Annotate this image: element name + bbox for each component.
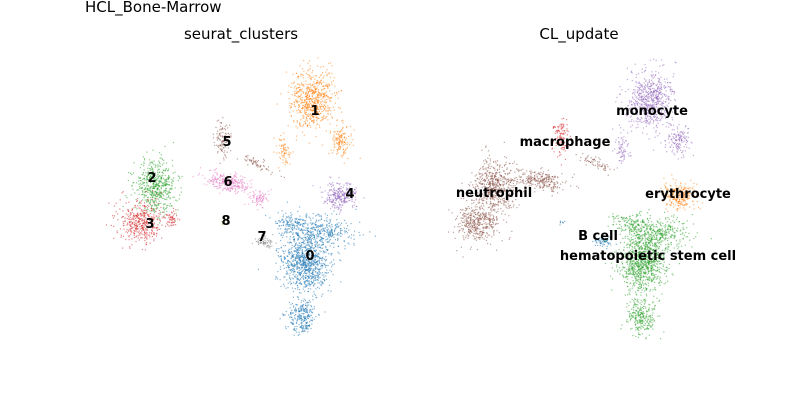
cluster-label: 4 <box>345 187 354 202</box>
cluster-label: 1 <box>310 104 319 119</box>
cluster-label: 0 <box>305 249 314 264</box>
umap-panel-cl-update: monocyte macrophage neutrophil erythrocyte B… <box>447 58 736 340</box>
cluster-points-3 <box>105 190 181 251</box>
cluster-points-4 <box>312 176 365 215</box>
cluster-label: macrophage <box>520 135 611 150</box>
cluster-label: monocyte <box>616 104 688 119</box>
cluster-points-B-cell <box>559 220 617 250</box>
panel-title-right: CL_update <box>539 25 619 43</box>
cluster-label: erythrocyte <box>645 187 731 202</box>
cluster-points-5 <box>212 117 285 178</box>
cluster-points-hematopoietic-stem-cell <box>603 209 712 340</box>
cluster-label: B cell <box>578 229 618 244</box>
cluster-points-1 <box>273 57 361 169</box>
cluster-points-monocyte <box>612 58 694 169</box>
cluster-points-8 <box>221 219 226 225</box>
cluster-points-neutrophil <box>447 141 615 258</box>
cluster-points-0 <box>257 201 376 336</box>
panel-title-left: seurat_clusters <box>183 25 299 43</box>
cluster-points-erythrocyte <box>660 174 704 212</box>
cluster-points-7 <box>251 234 277 249</box>
cluster-label: hematopoietic stem cell <box>560 249 736 264</box>
scatter-points <box>447 58 712 340</box>
cluster-label: 6 <box>223 175 232 190</box>
figure-suptitle: HCL_Bone-Marrow <box>85 0 222 16</box>
cluster-points-6 <box>192 167 272 211</box>
scatter-points <box>105 57 376 336</box>
cluster-label: 7 <box>257 230 266 245</box>
cluster-points-macrophage <box>551 117 572 166</box>
cluster-label: 5 <box>222 135 231 150</box>
cluster-label: 3 <box>145 217 154 232</box>
umap-panel-seurat-clusters: 0 1 2 3 4 5 6 7 8 <box>105 57 376 336</box>
cluster-label: 8 <box>221 214 230 229</box>
cluster-label: 2 <box>147 171 156 186</box>
cluster-label: neutrophil <box>456 186 532 201</box>
